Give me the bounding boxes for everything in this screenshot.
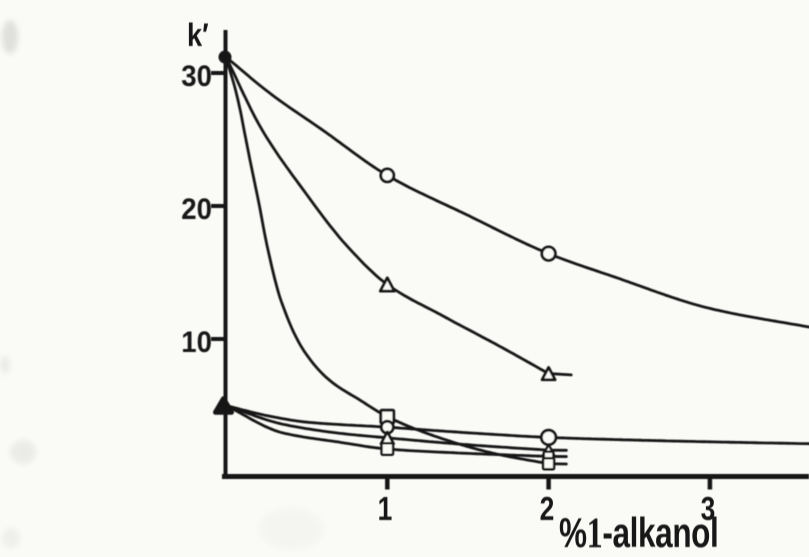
x-axis-title-one: 1 [587,510,603,557]
y-axis-title: k′ [187,19,209,51]
marker-square-square-lower-x1 [382,443,394,455]
marker-circle-circle-lower-x2 [541,430,556,445]
marker-triangle-triangle-upper-x2 [542,367,555,379]
marker-square-square-steep-x2 [543,458,554,469]
curve-square-steep [226,57,549,464]
curve-circle-upper [226,57,809,328]
x-axis-title-rest: -alkanol [602,509,718,556]
marker-triangle-triangle-lower-x1 [381,432,394,444]
y-tick-label-10: 10 [148,328,212,358]
marker-circle-circle-upper-x2 [542,247,556,261]
x-axis-title: %1-alkanol [559,512,718,555]
x-tick-label-1: 1 [368,492,403,525]
x-axis-title-percent: % [559,509,587,556]
y-tick-label-20: 20 [148,195,212,225]
marker-circle-circle-upper-x1 [381,169,394,182]
curve-triangle-upper [226,57,549,374]
origin-dot-upper [219,51,232,64]
origin-triangle-lower [216,399,232,413]
y-tick-label-30: 30 [148,62,212,92]
